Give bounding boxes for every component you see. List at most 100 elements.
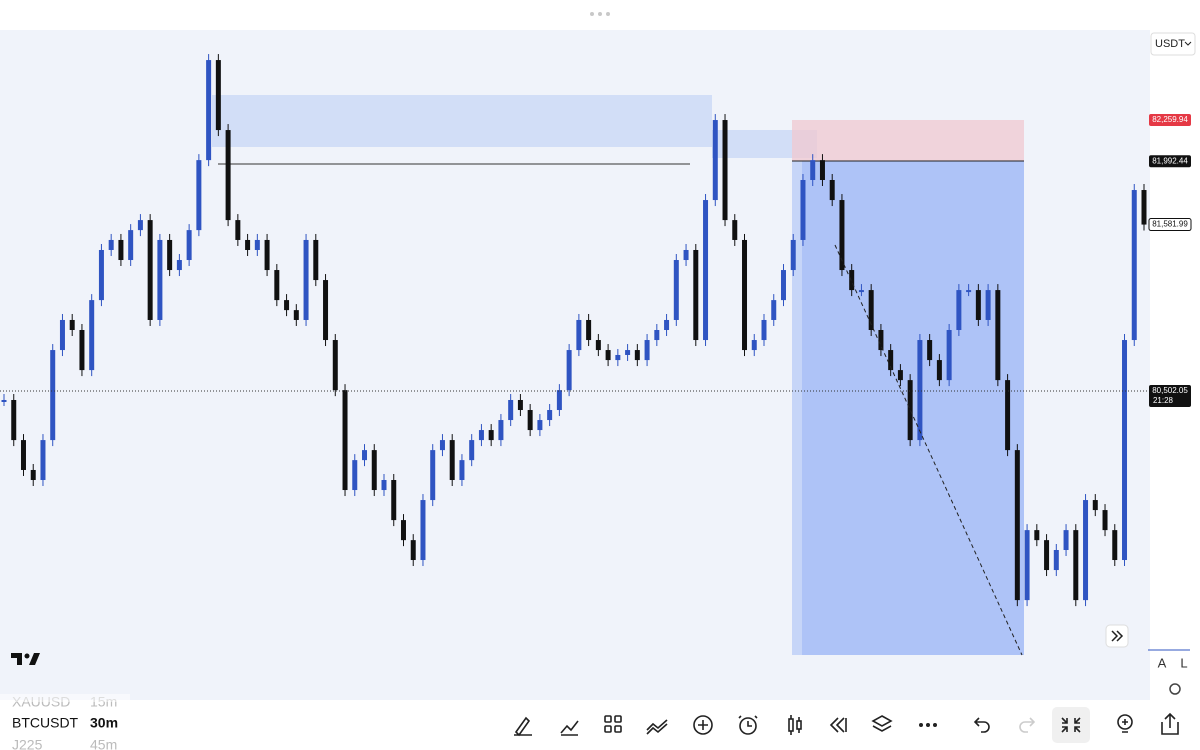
- candle: [128, 230, 134, 261]
- candle: [1141, 190, 1147, 225]
- candle: [59, 319, 65, 351]
- candle: [985, 290, 991, 320]
- layout-tool[interactable]: [604, 715, 622, 733]
- candle: [98, 249, 104, 301]
- replay-tool[interactable]: [829, 717, 847, 733]
- candle: [693, 249, 699, 341]
- candle: [829, 180, 835, 201]
- symbol[interactable]: J225: [12, 737, 43, 750]
- interval: 30m: [90, 715, 118, 731]
- candle: [391, 480, 397, 521]
- candle: [196, 160, 202, 231]
- candle: [381, 480, 387, 491]
- indicators-tool[interactable]: [560, 720, 579, 736]
- symbol[interactable]: BTCUSDT: [12, 715, 79, 731]
- interval: 45m: [90, 737, 117, 750]
- candle: [157, 239, 163, 320]
- more-tool[interactable]: [919, 723, 937, 727]
- settings-icon[interactable]: [1169, 683, 1181, 695]
- candle: [235, 220, 241, 240]
- candle: [1014, 450, 1020, 601]
- add-tool[interactable]: [693, 715, 713, 735]
- drag-handle: [590, 12, 610, 16]
- candle: [323, 280, 329, 341]
- candle: [264, 239, 270, 271]
- watchlist: XAUUSD 15m BTCUSDT 30m J225 45m: [0, 694, 130, 750]
- candle: [1083, 500, 1089, 601]
- candle: [478, 430, 484, 441]
- candle: [819, 160, 825, 181]
- candle: [644, 340, 650, 361]
- candle: [790, 239, 796, 271]
- layers-tool[interactable]: [871, 715, 893, 732]
- price-tag: [1148, 218, 1192, 232]
- candle: [469, 440, 475, 461]
- candle: [800, 180, 806, 240]
- candle: [79, 330, 85, 371]
- candle: [771, 300, 777, 320]
- candle: [186, 230, 192, 261]
- candle: [966, 290, 972, 293]
- candle: [1024, 530, 1030, 601]
- undo-tool[interactable]: [973, 717, 990, 733]
- candle: [215, 60, 221, 131]
- draw-tool[interactable]: [514, 716, 532, 737]
- candle: [410, 540, 416, 561]
- candle: [352, 460, 358, 491]
- candle: [118, 239, 124, 261]
- candle: [586, 319, 592, 341]
- candle: [703, 200, 709, 341]
- candle: [595, 340, 601, 351]
- candle: [654, 330, 660, 341]
- candle: [576, 319, 582, 351]
- candle: [40, 440, 46, 481]
- fullscreen-bg[interactable]: [1052, 707, 1090, 743]
- redo-tool[interactable]: [1019, 717, 1036, 733]
- auto-scale[interactable]: A: [1158, 655, 1167, 670]
- candle: [1092, 500, 1098, 511]
- alert-tool[interactable]: [738, 715, 758, 735]
- candle: [732, 220, 738, 240]
- log-scale[interactable]: L: [1180, 655, 1187, 670]
- candle: [625, 350, 631, 355]
- candle: [303, 239, 309, 320]
- candle: [1, 399, 7, 402]
- price-scale: [1150, 30, 1200, 700]
- scroll-icon: [1111, 630, 1124, 642]
- candle-tool[interactable]: [788, 715, 802, 735]
- candle: [683, 249, 689, 261]
- idea-tool[interactable]: [1117, 714, 1133, 733]
- candle: [664, 319, 670, 331]
- candle: [936, 360, 942, 381]
- candle: [634, 350, 640, 361]
- candle: [780, 270, 786, 301]
- candle: [527, 410, 533, 431]
- candle: [245, 239, 251, 250]
- candle: [176, 260, 182, 271]
- candle: [362, 450, 368, 461]
- candle: [615, 354, 621, 361]
- candle: [1122, 340, 1128, 561]
- candle: [284, 300, 290, 311]
- candle: [459, 460, 465, 481]
- candles: [1, 54, 1147, 607]
- price-tag-label: 82,259.94: [1152, 115, 1188, 124]
- candle: [722, 120, 728, 221]
- price-labels: 82,259.94 81,992.44 81,581.99 80,502.0521:2…: [1148, 114, 1192, 408]
- candle: [897, 370, 903, 381]
- compare-tool[interactable]: [646, 719, 668, 735]
- candle: [917, 340, 923, 441]
- candle: [858, 290, 864, 293]
- currency: USDT: [1155, 38, 1185, 50]
- candle: [956, 290, 962, 331]
- share-tool[interactable]: [1161, 712, 1179, 735]
- candle: [430, 450, 436, 501]
- candle: [1034, 530, 1040, 541]
- fullscreen-tool[interactable]: [1061, 717, 1081, 733]
- supply-zone: [212, 95, 712, 147]
- price-tag: [1149, 114, 1191, 127]
- candle: [556, 390, 562, 411]
- currency-button[interactable]: [1150, 32, 1196, 56]
- candle: [1063, 530, 1069, 550]
